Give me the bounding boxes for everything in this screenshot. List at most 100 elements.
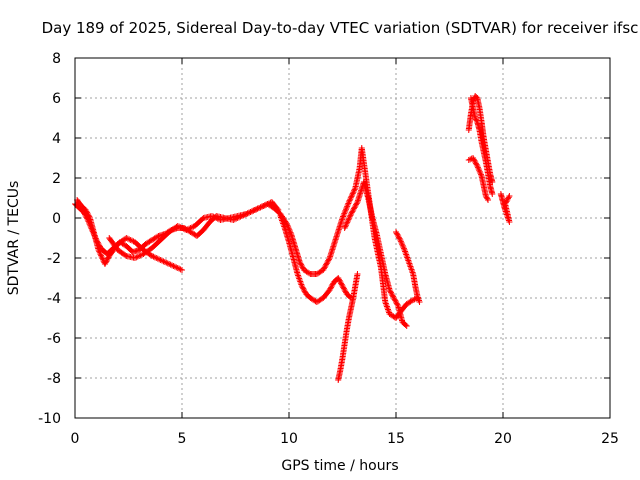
data-point [473, 161, 480, 168]
series-sat-k [497, 191, 513, 225]
data-point [343, 206, 350, 213]
data-point [149, 253, 156, 259]
data-point [393, 300, 400, 307]
data-point [476, 168, 483, 175]
data-point [474, 164, 481, 171]
data-point [248, 208, 255, 215]
data-point [344, 203, 351, 210]
data-point [472, 160, 479, 167]
data-point [348, 193, 355, 200]
data-point [136, 253, 143, 259]
data-point [335, 276, 342, 283]
data-point [179, 225, 185, 231]
data-point [353, 200, 360, 207]
data-point [126, 236, 133, 243]
data-point [82, 207, 89, 213]
data-point [174, 223, 181, 229]
data-point [104, 257, 111, 263]
data-point [399, 241, 406, 248]
data-point [502, 201, 509, 207]
data-point [263, 201, 270, 208]
data-point [410, 297, 417, 303]
data-point [171, 263, 178, 270]
data-point [151, 254, 158, 261]
series-sat-e [335, 271, 361, 383]
data-point [329, 281, 336, 288]
data-point [336, 277, 343, 284]
data-point [328, 283, 335, 289]
data-point [477, 170, 484, 177]
data-point [159, 257, 166, 264]
data-point [483, 194, 490, 201]
data-point [397, 238, 404, 245]
data-point [103, 258, 110, 265]
data-point [213, 215, 220, 221]
data-point [484, 195, 491, 202]
series-sat-j [465, 155, 492, 203]
x-tick-label: 25 [601, 431, 619, 447]
data-point [503, 198, 510, 205]
data-point [184, 226, 191, 233]
data-point [321, 264, 328, 271]
data-point [343, 220, 350, 227]
data-points [72, 93, 513, 383]
chart-title: Day 189 of 2025, Sidereal Day-to-day VTE… [42, 19, 639, 37]
data-point [320, 267, 327, 273]
data-point [154, 255, 161, 262]
data-point [390, 295, 397, 301]
data-point [320, 265, 327, 272]
data-point [251, 207, 258, 213]
data-point [347, 196, 354, 203]
data-point [179, 267, 185, 273]
data-point [341, 287, 348, 293]
data-point [344, 218, 351, 224]
data-point [504, 197, 511, 203]
data-point [485, 197, 492, 203]
data-point [328, 284, 335, 291]
data-point [300, 287, 307, 293]
data-point [260, 203, 267, 209]
data-point [338, 280, 345, 287]
data-point [351, 204, 358, 211]
data-point [342, 288, 349, 295]
y-tick-label: -2 [47, 251, 61, 267]
series-sat-f [341, 179, 410, 329]
data-point [347, 212, 354, 219]
data-point [386, 287, 393, 293]
data-point [394, 231, 401, 238]
data-point [98, 252, 105, 259]
data-point [476, 167, 483, 174]
data-point [353, 201, 360, 208]
data-point [275, 207, 282, 213]
data-point [340, 285, 347, 292]
data-point [95, 247, 102, 253]
data-point [506, 193, 513, 199]
data-point [326, 287, 333, 293]
data-point [167, 261, 174, 268]
data-point [465, 157, 472, 163]
data-point [340, 212, 347, 219]
data-point [211, 214, 218, 221]
data-point [323, 260, 330, 267]
data-point [345, 199, 352, 205]
data-point [254, 205, 261, 212]
grid-lines [75, 58, 610, 418]
data-point [127, 237, 134, 243]
data-point [393, 229, 399, 235]
data-point [475, 165, 482, 172]
y-tick-label: 0 [52, 211, 61, 227]
data-point [177, 266, 184, 273]
data-point [351, 187, 358, 194]
data-point [387, 288, 394, 295]
data-point [389, 292, 396, 299]
data-point [344, 201, 351, 208]
data-point [86, 213, 93, 220]
data-point [153, 255, 160, 261]
data-point [97, 251, 104, 258]
data-point [395, 234, 402, 241]
x-axis-label: GPS time / hours [281, 458, 398, 474]
data-point [161, 259, 168, 265]
series-sat-c [106, 199, 282, 261]
data-point [84, 211, 91, 217]
